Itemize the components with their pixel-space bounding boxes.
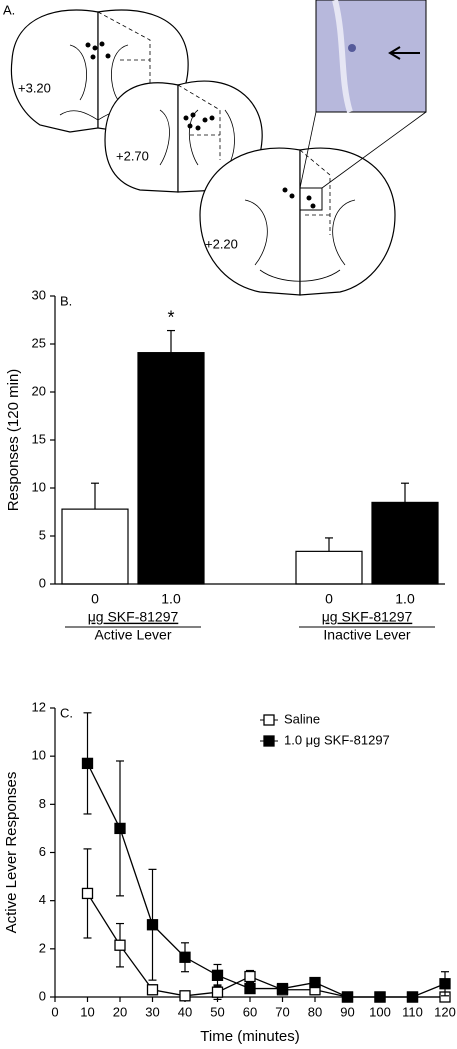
x-axis-label: Time (minutes)	[200, 1028, 299, 1045]
series-label: 1.0	[395, 591, 415, 607]
section-label: +2.70	[116, 148, 149, 163]
series-label: 1.0	[161, 591, 181, 607]
y-axis-label: Responses (120 min)	[5, 369, 22, 512]
legend-label: Saline	[284, 711, 320, 726]
y-tick-label: 20	[32, 383, 46, 398]
y-tick-label: 8	[39, 796, 46, 811]
y-tick-label: 12	[32, 699, 46, 714]
brain-detail	[59, 44, 137, 121]
x-tick-label: 50	[210, 1004, 224, 1019]
x-tick-label: 100	[369, 1004, 391, 1019]
marker	[81, 887, 94, 900]
y-axis-label: Active Lever Responses	[3, 772, 20, 934]
brain-section	[199, 147, 301, 296]
bar-chart: 0 5 10 15 20 25 30 Responses (120 min) B. μg SKF-…	[5, 287, 445, 643]
section-label: +3.20	[18, 80, 51, 95]
marker	[341, 991, 354, 1003]
marker	[211, 969, 224, 981]
dose-label: μg SKF-81297	[322, 609, 413, 625]
section-label: +2.20	[205, 236, 238, 251]
region-outline	[97, 11, 151, 90]
legend-label: 1.0 μg SKF-81297	[284, 732, 390, 747]
marker	[374, 991, 386, 1003]
y-tick-label: 2	[39, 940, 46, 955]
panel-label: B.	[60, 293, 72, 308]
brain-section	[10, 9, 99, 133]
x-tick-label: 60	[243, 1004, 257, 1019]
series-label: 0	[91, 591, 99, 607]
bar	[137, 352, 205, 585]
marker	[114, 939, 126, 951]
inset-box	[299, 187, 323, 211]
bar	[371, 501, 439, 585]
marker	[244, 970, 256, 983]
brain-detail	[244, 199, 356, 282]
panel-label: C.	[60, 705, 73, 720]
y-tick-label: 6	[39, 844, 46, 859]
annotation: *	[167, 307, 174, 327]
marker	[81, 757, 94, 770]
x-tick-label: 0	[51, 1004, 58, 1019]
y-tick-label: 4	[39, 892, 46, 907]
region-outline	[177, 84, 221, 160]
x-tick-label: 70	[275, 1004, 289, 1019]
series-line	[86, 763, 446, 998]
brain-section	[299, 147, 396, 296]
panel-a: A. +3.20 +2.70 +2.20	[3, 0, 427, 296]
legend-marker	[263, 714, 275, 726]
marker	[114, 822, 126, 835]
marker	[211, 986, 224, 998]
y-tick-label: 0	[39, 575, 46, 590]
x-tick-label: 120	[434, 1004, 456, 1019]
inset-spot	[348, 44, 356, 52]
histology-inset	[315, 0, 427, 113]
marker	[179, 951, 191, 963]
marker	[309, 976, 321, 989]
inset-arrow	[388, 46, 420, 60]
marker	[146, 984, 159, 996]
marker	[406, 991, 419, 1003]
x-tick-label: 110	[402, 1004, 423, 1019]
y-tick-label: 10	[32, 748, 46, 763]
injection-sites	[85, 41, 316, 209]
marker	[179, 990, 191, 1002]
dose-label: μg SKF-81297	[88, 609, 179, 625]
x-tick-label: 80	[308, 1004, 322, 1019]
marker	[276, 982, 289, 995]
inset-connector	[299, 111, 427, 189]
marker	[244, 982, 256, 995]
panel-label: A.	[3, 2, 15, 17]
marker	[439, 978, 451, 990]
y-tick-label: 30	[32, 287, 46, 302]
inset-track	[332, 0, 353, 113]
category-label: Inactive Lever	[323, 627, 410, 643]
legend-marker	[263, 735, 275, 747]
y-tick-label: 25	[32, 335, 46, 350]
x-tick-label: 40	[178, 1004, 192, 1019]
series-label: 0	[325, 591, 333, 607]
y-tick-label: 15	[32, 431, 46, 446]
region-outline	[299, 149, 331, 235]
series-line	[86, 893, 445, 998]
y-tick-label: 0	[39, 988, 46, 1003]
y-tick-label: 5	[39, 527, 46, 542]
x-tick-label: 30	[145, 1004, 159, 1019]
x-tick-label: 90	[340, 1004, 354, 1019]
y-tick-label: 10	[32, 479, 46, 494]
x-tick-label: 10	[80, 1004, 94, 1019]
x-tick-label: 20	[113, 1004, 127, 1019]
bar	[61, 508, 129, 585]
marker	[146, 919, 159, 931]
bar	[295, 550, 363, 585]
category-label: Active Lever	[94, 627, 171, 643]
